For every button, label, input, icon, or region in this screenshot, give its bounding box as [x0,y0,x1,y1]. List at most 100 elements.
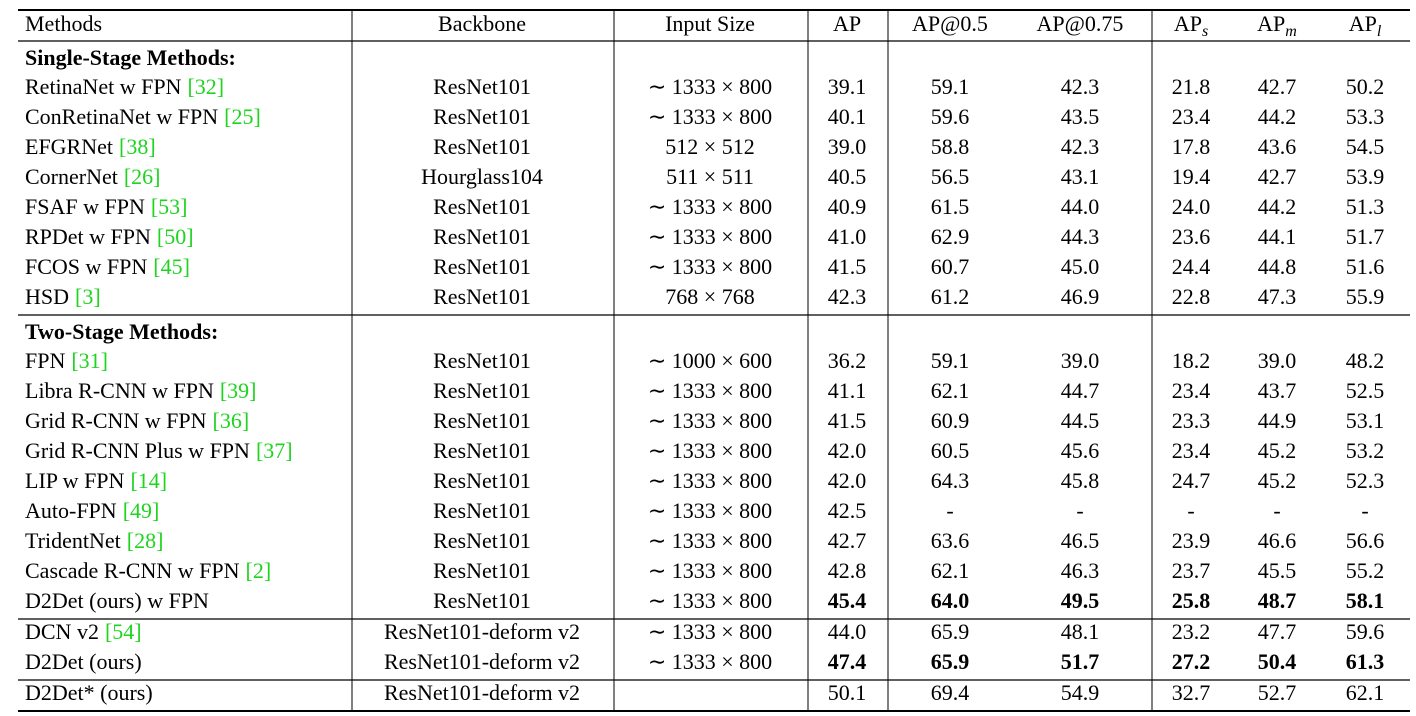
score-cell: 65.9 [931,619,970,644]
score-cell: 23.2 [1172,619,1211,644]
score-cell: 21.8 [1172,74,1211,99]
score-cell: 23.4 [1172,378,1211,403]
method-cell: ConRetinaNet w FPN [25] [25,104,261,129]
score-cell: 53.3 [1346,104,1385,129]
score-cell: 42.7 [828,528,867,553]
input-size-cell: ∼ 1333 × 800 [648,649,772,674]
score-cell: 45.0 [1061,254,1100,279]
method-cell: D2Det (ours) w FPN [25,588,209,613]
score-cell: 23.4 [1172,104,1211,129]
backbone-cell: ResNet101-deform v2 [384,649,580,674]
score-cell: - [1273,498,1280,523]
score-cell: 54.5 [1346,134,1385,159]
score-cell: 17.8 [1172,134,1211,159]
score-cell: 44.0 [1061,194,1100,219]
score-cell: 44.1 [1258,224,1297,249]
method-cell: DCN v2 [54] [25,619,142,644]
header-base: AP [1174,11,1202,36]
method-name: CornerNet [25,164,118,189]
citation: [53] [151,194,188,219]
method-cell: FPN [31] [25,348,108,373]
score-cell: 54.9 [1061,680,1100,705]
score-cell: - [1187,498,1194,523]
method-cell: D2Det* (ours) [25,680,153,705]
score-cell: 42.0 [828,468,867,493]
score-cell: 58.8 [931,134,970,159]
score-cell: 56.5 [931,164,970,189]
header-cell: AP [833,11,861,36]
citation: [2] [246,558,272,583]
score-cell: 45.4 [828,588,867,613]
input-size-cell: ∼ 1333 × 800 [648,558,772,583]
citation: [45] [153,254,190,279]
score-cell: 45.5 [1258,558,1297,583]
method-name: D2Det (ours) [25,649,142,674]
backbone-cell: ResNet101-deform v2 [384,619,580,644]
section-title: Two-Stage Methods: [25,319,218,344]
method-name: FSAF w FPN [25,194,145,219]
backbone-cell: ResNet101 [433,194,531,219]
citation: [26] [124,164,161,189]
score-cell: 62.1 [931,378,970,403]
method-cell: Cascade R-CNN w FPN [2] [25,558,271,583]
score-cell: 52.7 [1258,680,1297,705]
score-cell: 22.8 [1172,284,1211,309]
method-name: FCOS w FPN [25,254,147,279]
citation: [54] [105,619,142,644]
score-cell: 52.3 [1346,468,1385,493]
method-name: Cascade R-CNN w FPN [25,558,240,583]
input-size-cell: ∼ 1333 × 800 [648,74,772,99]
header-base: AP [1349,11,1377,36]
method-name: HSD [25,284,69,309]
score-cell: 25.8 [1172,588,1211,613]
score-cell: 42.5 [828,498,867,523]
input-size-cell: ∼ 1333 × 800 [648,224,772,249]
score-cell: 42.0 [828,438,867,463]
score-cell: 44.0 [828,619,867,644]
score-cell: 40.1 [828,104,867,129]
score-cell: 43.5 [1061,104,1100,129]
method-cell: Auto-FPN [49] [25,498,159,523]
score-cell: 46.5 [1061,528,1100,553]
input-size-cell: 511 × 511 [666,164,754,189]
citation: [14] [130,468,167,493]
method-name: LIP w FPN [25,468,125,493]
score-cell: 48.7 [1258,588,1297,613]
method-cell: LIP w FPN [14] [25,468,167,493]
method-cell: RetinaNet w FPN [32] [25,74,224,99]
score-cell: 41.0 [828,224,867,249]
score-cell: 27.2 [1172,649,1211,674]
score-cell: 59.1 [931,74,970,99]
method-cell: Libra R-CNN w FPN [39] [25,378,257,403]
backbone-cell: ResNet101 [433,224,531,249]
method-name: RetinaNet w FPN [25,74,182,99]
score-cell: 65.9 [931,649,970,674]
backbone-cell: Hourglass104 [421,164,543,189]
score-cell: 24.0 [1172,194,1211,219]
score-cell: 36.2 [828,348,867,373]
score-cell: 39.0 [1258,348,1297,373]
input-size-cell: ∼ 1333 × 800 [648,104,772,129]
citation: [28] [127,528,164,553]
score-cell: 61.2 [931,284,970,309]
score-cell: 42.8 [828,558,867,583]
citation: [31] [71,348,108,373]
method-cell: FCOS w FPN [45] [25,254,190,279]
score-cell: 59.6 [931,104,970,129]
score-cell: 42.3 [1061,74,1100,99]
score-cell: 59.1 [931,348,970,373]
score-cell: 44.5 [1061,408,1100,433]
score-cell: 41.5 [828,254,867,279]
score-cell: 45.2 [1258,468,1297,493]
score-cell: 53.2 [1346,438,1385,463]
input-size-cell: ∼ 1333 × 800 [648,254,772,279]
header-cell: AP@0.75 [1037,11,1124,36]
score-cell: 59.6 [1346,619,1385,644]
method-cell: HSD [3] [25,284,101,309]
score-cell: 51.7 [1346,224,1385,249]
score-cell: 39.0 [828,134,867,159]
score-cell: 42.7 [1258,74,1297,99]
score-cell: 50.4 [1258,649,1297,674]
method-name: EFGRNet [25,134,113,159]
backbone-cell: ResNet101 [433,378,531,403]
